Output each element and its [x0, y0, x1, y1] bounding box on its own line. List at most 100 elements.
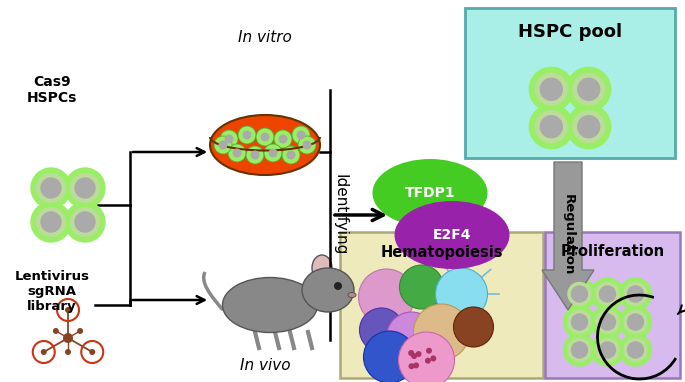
- Circle shape: [619, 278, 651, 310]
- Circle shape: [298, 136, 316, 154]
- Circle shape: [408, 363, 414, 369]
- Circle shape: [564, 306, 595, 338]
- Circle shape: [592, 278, 623, 310]
- Circle shape: [425, 358, 431, 364]
- Circle shape: [89, 349, 95, 355]
- Circle shape: [264, 144, 282, 162]
- Circle shape: [536, 111, 567, 142]
- Circle shape: [530, 105, 573, 149]
- Circle shape: [282, 146, 300, 164]
- Circle shape: [251, 151, 260, 160]
- Circle shape: [297, 131, 306, 139]
- Circle shape: [568, 311, 591, 333]
- Circle shape: [399, 265, 443, 309]
- Circle shape: [619, 334, 651, 366]
- Circle shape: [573, 73, 605, 105]
- Circle shape: [75, 178, 95, 198]
- Circle shape: [53, 328, 59, 334]
- FancyBboxPatch shape: [340, 232, 543, 378]
- Circle shape: [31, 168, 71, 208]
- Text: Proliferation: Proliferation: [560, 244, 664, 259]
- Text: In vivo: In vivo: [240, 358, 290, 373]
- Circle shape: [238, 126, 256, 144]
- Circle shape: [256, 128, 274, 146]
- Circle shape: [436, 268, 488, 320]
- Circle shape: [573, 111, 605, 142]
- FancyBboxPatch shape: [465, 8, 675, 158]
- Ellipse shape: [395, 201, 510, 269]
- Circle shape: [536, 73, 567, 105]
- Circle shape: [596, 338, 619, 361]
- Circle shape: [426, 348, 432, 354]
- Text: E2F4: E2F4: [433, 228, 471, 242]
- Circle shape: [36, 207, 65, 236]
- Ellipse shape: [312, 255, 332, 281]
- Circle shape: [592, 306, 623, 338]
- Circle shape: [568, 338, 591, 361]
- Circle shape: [566, 67, 611, 111]
- Circle shape: [408, 350, 414, 356]
- Text: Regulation: Regulation: [562, 194, 575, 276]
- Circle shape: [77, 328, 83, 334]
- Circle shape: [75, 212, 95, 232]
- Circle shape: [599, 342, 616, 358]
- Ellipse shape: [373, 159, 488, 227]
- Ellipse shape: [223, 277, 318, 332]
- Circle shape: [65, 349, 71, 355]
- Circle shape: [303, 141, 312, 149]
- Circle shape: [411, 353, 417, 359]
- Circle shape: [571, 342, 588, 358]
- Circle shape: [540, 116, 562, 138]
- Ellipse shape: [210, 115, 320, 175]
- Text: Identifying: Identifying: [332, 174, 347, 256]
- Text: Lentivirus
sgRNA
library: Lentivirus sgRNA library: [14, 270, 90, 313]
- Circle shape: [430, 355, 436, 361]
- Text: In vitro: In vitro: [238, 30, 292, 45]
- Text: HSPC pool: HSPC pool: [518, 23, 622, 41]
- Circle shape: [571, 314, 588, 330]
- Circle shape: [568, 282, 591, 306]
- Text: Hematopoiesis: Hematopoiesis: [380, 244, 503, 259]
- Circle shape: [627, 286, 643, 302]
- Circle shape: [36, 173, 65, 202]
- Circle shape: [292, 126, 310, 144]
- Circle shape: [627, 314, 643, 330]
- Circle shape: [31, 202, 71, 242]
- Circle shape: [360, 308, 403, 352]
- Circle shape: [413, 363, 419, 368]
- Circle shape: [219, 141, 227, 149]
- Circle shape: [566, 105, 611, 149]
- Circle shape: [71, 173, 99, 202]
- FancyArrow shape: [542, 162, 594, 310]
- Circle shape: [577, 116, 599, 138]
- Circle shape: [571, 286, 588, 302]
- Circle shape: [63, 333, 73, 343]
- Ellipse shape: [302, 268, 354, 312]
- Circle shape: [624, 311, 647, 333]
- Circle shape: [416, 351, 421, 357]
- Text: Cas9
HSPCs: Cas9 HSPCs: [27, 75, 77, 105]
- Circle shape: [592, 334, 623, 366]
- Circle shape: [624, 282, 647, 306]
- Circle shape: [246, 146, 264, 164]
- Circle shape: [358, 269, 414, 325]
- Circle shape: [453, 307, 493, 347]
- Circle shape: [260, 133, 269, 141]
- Circle shape: [214, 136, 232, 154]
- Circle shape: [540, 78, 562, 100]
- Circle shape: [274, 130, 292, 148]
- Circle shape: [564, 278, 595, 310]
- Circle shape: [624, 338, 647, 361]
- FancyBboxPatch shape: [545, 232, 680, 378]
- Circle shape: [399, 332, 455, 382]
- Circle shape: [41, 178, 61, 198]
- Circle shape: [627, 342, 643, 358]
- Circle shape: [41, 212, 61, 232]
- Circle shape: [225, 134, 234, 144]
- Circle shape: [286, 151, 295, 160]
- Circle shape: [71, 207, 99, 236]
- Ellipse shape: [348, 293, 356, 298]
- Circle shape: [279, 134, 288, 144]
- Circle shape: [386, 312, 436, 362]
- Circle shape: [530, 67, 573, 111]
